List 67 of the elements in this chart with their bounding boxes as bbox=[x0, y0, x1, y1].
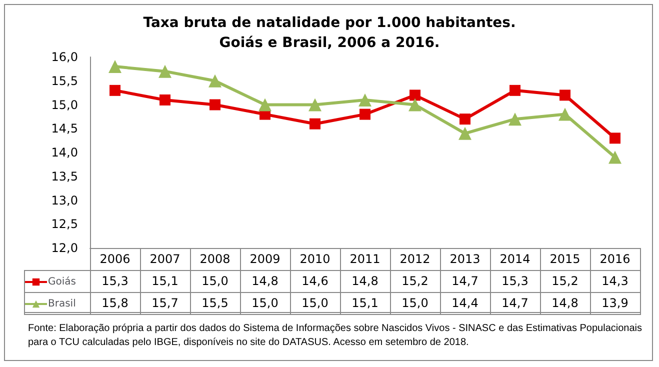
x-tick-label: 2008 bbox=[200, 252, 230, 266]
legend-label: Goiás bbox=[48, 276, 76, 288]
point bbox=[610, 132, 620, 144]
data-label: 15,7 bbox=[150, 295, 180, 312]
y-tick-label: 12,5 bbox=[51, 217, 78, 232]
point bbox=[358, 93, 372, 106]
data-label: 13,9 bbox=[600, 295, 630, 312]
data-label: 15,3 bbox=[100, 273, 130, 290]
data-label: 14,8 bbox=[550, 295, 580, 312]
x-tick-label: 2015 bbox=[550, 252, 580, 266]
data-label: 15,0 bbox=[200, 273, 230, 290]
y-tick-label: 12,0 bbox=[51, 241, 78, 255]
y-tick-label: 15,5 bbox=[51, 74, 78, 88]
x-tick-label: 2013 bbox=[450, 252, 480, 266]
point bbox=[410, 90, 420, 101]
x-tick-label: 2014 bbox=[500, 252, 530, 266]
point bbox=[508, 112, 522, 126]
point bbox=[558, 108, 572, 121]
legend-label: Brasil bbox=[48, 298, 76, 310]
data-label: 14,8 bbox=[250, 273, 280, 290]
point bbox=[258, 98, 272, 112]
point bbox=[108, 60, 122, 74]
data-label: 14,7 bbox=[450, 273, 480, 290]
data-label: 15,2 bbox=[550, 273, 580, 290]
data-label: 14,3 bbox=[600, 273, 630, 290]
data-label: 15,1 bbox=[150, 273, 180, 290]
data-label: 15,2 bbox=[400, 273, 430, 290]
point bbox=[158, 64, 172, 78]
point bbox=[458, 126, 472, 140]
x-tick-label: 2007 bbox=[150, 252, 180, 266]
y-tick-label: 13,0 bbox=[51, 193, 78, 208]
point bbox=[360, 108, 370, 120]
point bbox=[310, 118, 320, 130]
x-tick-label: 2006 bbox=[100, 252, 130, 266]
data-label: 15,0 bbox=[300, 295, 330, 312]
y-tick-label: 14,5 bbox=[51, 122, 78, 136]
y-tick-label: 16,0 bbox=[51, 50, 78, 64]
data-label: 15,3 bbox=[500, 273, 530, 290]
x-tick-label: 2011 bbox=[350, 252, 380, 266]
source-note: Fonte: Elaboração própria a partir dos dados do Sistema de Informações sobre Nascidos Vivos - SINASC e das Estimativas Populacionais para o TCU calculadas pelo IBGE, disponíveis no site do DATASUS. Acesso em setembro de 2018. bbox=[28, 322, 644, 350]
point bbox=[608, 150, 622, 164]
data-label: 14,7 bbox=[500, 295, 530, 312]
data-label: 15,1 bbox=[350, 295, 380, 312]
point bbox=[560, 90, 570, 101]
data-label: 14,6 bbox=[300, 273, 330, 290]
point bbox=[210, 99, 220, 110]
x-tick-label: 2010 bbox=[300, 252, 330, 266]
data-label: 15,5 bbox=[200, 295, 230, 312]
point bbox=[110, 84, 120, 96]
x-tick-label: 2016 bbox=[600, 252, 630, 266]
point bbox=[510, 84, 520, 96]
y-tick-label: 15,0 bbox=[51, 98, 78, 112]
point bbox=[408, 98, 422, 112]
data-label: 14,4 bbox=[450, 295, 480, 312]
point bbox=[460, 114, 470, 125]
data-label: 15,0 bbox=[400, 295, 430, 312]
data-label: 15,0 bbox=[250, 295, 280, 312]
chart-title: Taxa bruta de natalidade por 1.000 habitantes. Goiás e Brasil, 2006 a 2016. bbox=[143, 15, 516, 51]
point bbox=[308, 98, 322, 112]
x-tick-label: 2009 bbox=[250, 252, 280, 266]
data-label: 14,8 bbox=[350, 273, 380, 290]
y-tick-label: 14,0 bbox=[51, 146, 78, 160]
x-tick-label: 2012 bbox=[400, 252, 430, 266]
point bbox=[160, 94, 170, 106]
y-tick-label: 13,5 bbox=[51, 169, 78, 184]
data-label: 15,8 bbox=[100, 295, 130, 312]
point bbox=[208, 74, 222, 88]
